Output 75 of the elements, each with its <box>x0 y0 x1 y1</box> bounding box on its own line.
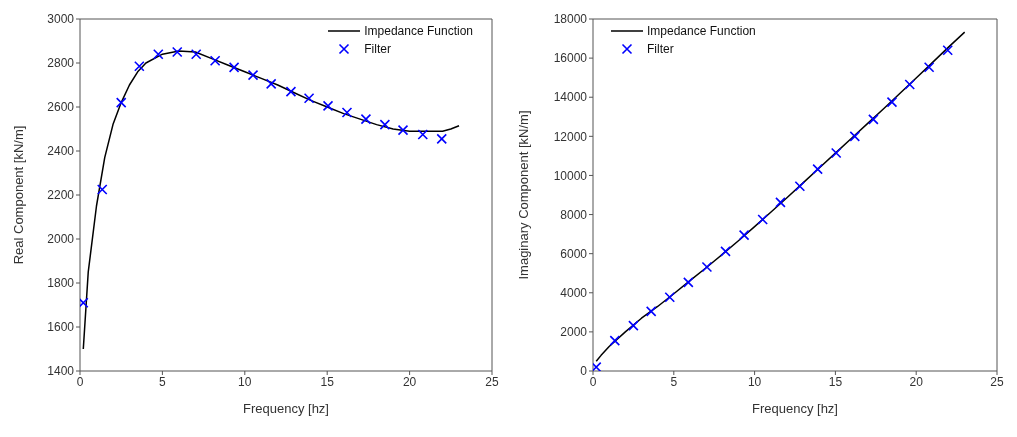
y-tick-label: 1800 <box>47 276 75 291</box>
x-tick-label: 20 <box>402 374 417 389</box>
x-tick-label: 20 <box>909 374 924 389</box>
point <box>738 229 750 241</box>
point <box>645 306 657 317</box>
y-tick-label: 0 <box>580 364 588 379</box>
point <box>923 62 935 73</box>
x-tick-label: 5 <box>159 374 167 389</box>
y-tick-label: 10000 <box>553 168 588 183</box>
y-tick-label: 2800 <box>47 56 75 71</box>
point <box>664 291 676 303</box>
y-tick-label: 4000 <box>560 286 588 301</box>
x-tick-label: 15 <box>320 374 335 389</box>
point <box>96 184 108 195</box>
point <box>322 100 334 112</box>
x-tick-label: 10 <box>747 374 762 389</box>
point <box>812 163 823 175</box>
y-tick-label: 2000 <box>47 232 75 247</box>
point <box>171 46 183 58</box>
legend-label: Filter <box>364 41 391 58</box>
point <box>228 62 240 73</box>
y-tick-label: 6000 <box>560 246 588 261</box>
y-tick-label: 12000 <box>553 129 588 144</box>
point <box>701 261 713 273</box>
point <box>942 44 954 56</box>
y-tick-label: 2200 <box>47 188 75 203</box>
point <box>360 113 372 125</box>
point <box>397 124 409 136</box>
y-tick-label: 1400 <box>47 364 75 379</box>
y-tick-label: 16000 <box>553 51 588 66</box>
point <box>868 114 879 125</box>
point <box>115 97 127 108</box>
point <box>849 131 861 142</box>
point <box>609 335 621 346</box>
point <box>886 96 898 108</box>
x-tick-label: 25 <box>485 374 499 389</box>
point <box>285 86 297 97</box>
point <box>265 78 277 90</box>
x-axis-title: Frequency [hz] <box>752 401 838 416</box>
point <box>794 180 806 192</box>
y-tick-label: 14000 <box>553 90 588 105</box>
y-tick-label: 1600 <box>47 320 75 335</box>
point <box>209 55 221 67</box>
point <box>341 107 353 118</box>
x-tick-label: 25 <box>990 374 1004 389</box>
x-tick-label: 15 <box>828 374 843 389</box>
point <box>628 320 639 331</box>
point <box>904 79 916 90</box>
point <box>190 48 202 60</box>
point <box>247 69 259 81</box>
legend-label: Filter <box>647 41 674 58</box>
point <box>417 129 429 140</box>
point <box>436 133 448 145</box>
y-tick-label: 2600 <box>47 100 75 115</box>
point <box>720 246 731 257</box>
point <box>134 61 145 72</box>
point <box>152 48 164 60</box>
x-tick-label: 10 <box>238 374 252 389</box>
y-tick-label: 18000 <box>553 12 588 27</box>
x-tick-label: 5 <box>670 374 678 389</box>
y-tick-label: 3000 <box>47 12 75 27</box>
y-tick-label: 8000 <box>560 207 588 222</box>
point <box>757 214 768 225</box>
point <box>683 277 694 288</box>
x-axis-title: Frequency [hz] <box>243 401 329 416</box>
point <box>303 92 315 104</box>
point <box>830 147 842 159</box>
legend-label: Impedance Function <box>364 23 473 40</box>
point <box>379 119 391 130</box>
y-tick-label: 2400 <box>47 144 75 159</box>
y-tick-label: 2000 <box>560 325 588 340</box>
y-axis-title: Real Component [kN/m] <box>10 125 26 265</box>
y-axis-title: Imaginary Component [kN/m] <box>515 110 531 280</box>
point <box>775 197 786 208</box>
legend-label: Impedance Function <box>647 23 756 40</box>
